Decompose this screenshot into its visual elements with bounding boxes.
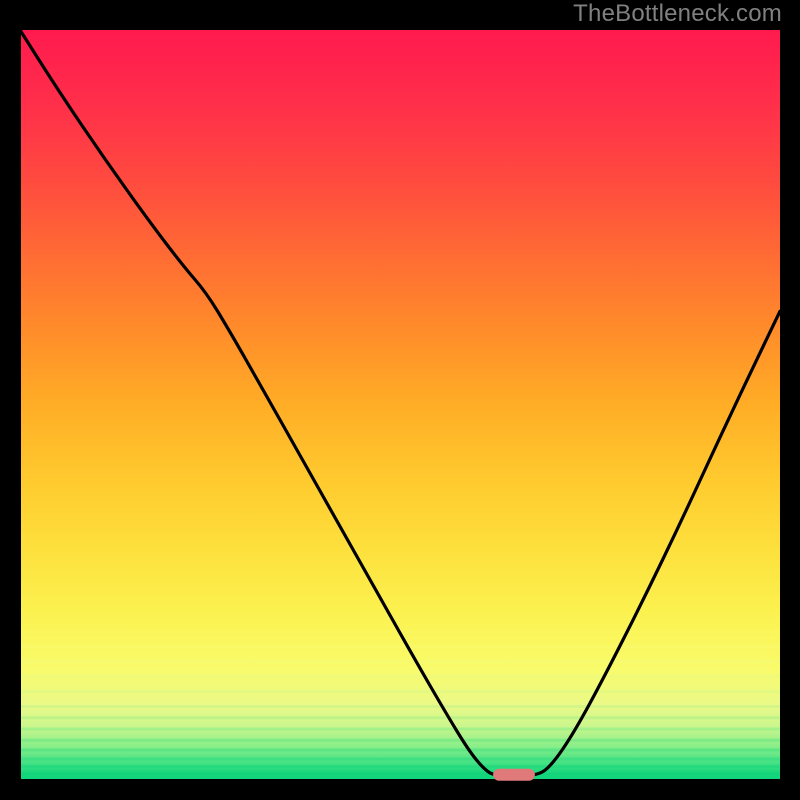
gradient-band bbox=[20, 675, 780, 678]
gradient-band bbox=[20, 758, 780, 761]
gradient-band bbox=[20, 705, 780, 708]
gradient-band bbox=[20, 773, 780, 776]
gradient-band bbox=[20, 660, 780, 663]
gradient-band bbox=[20, 765, 780, 768]
chart-container: TheBottleneck.com bbox=[0, 0, 800, 800]
gradient-band bbox=[20, 728, 780, 731]
plot-gradient-background bbox=[20, 30, 780, 780]
gradient-band bbox=[20, 645, 780, 648]
gradient-band bbox=[20, 716, 780, 719]
gradient-band bbox=[20, 749, 780, 752]
bottleneck-chart bbox=[0, 0, 800, 800]
gradient-band bbox=[20, 739, 780, 742]
watermark-text: TheBottleneck.com bbox=[573, 0, 782, 28]
optimal-marker bbox=[493, 769, 535, 781]
gradient-band bbox=[20, 690, 780, 693]
gradient-band bbox=[20, 615, 780, 618]
